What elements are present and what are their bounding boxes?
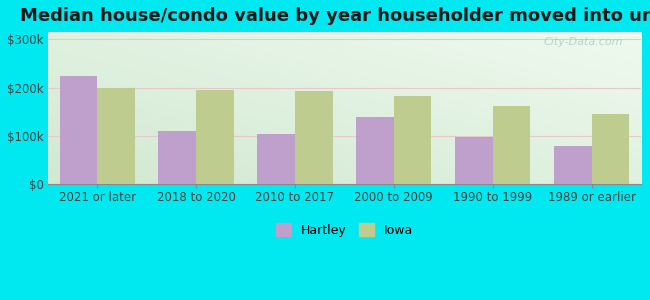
Bar bbox=[257, 134, 295, 184]
Bar bbox=[455, 137, 493, 184]
Bar bbox=[60, 76, 98, 184]
Bar bbox=[592, 114, 629, 184]
Bar bbox=[493, 106, 530, 184]
Bar bbox=[356, 117, 394, 184]
Bar bbox=[159, 131, 196, 184]
Bar bbox=[98, 88, 135, 184]
Bar bbox=[554, 146, 592, 184]
Bar bbox=[295, 91, 333, 184]
Title: Median house/condo value by year householder moved into unit: Median house/condo value by year househo… bbox=[20, 7, 650, 25]
Text: City-Data.com: City-Data.com bbox=[544, 37, 623, 46]
Bar bbox=[394, 96, 432, 184]
Bar bbox=[196, 90, 233, 184]
Legend: Hartley, Iowa: Hartley, Iowa bbox=[270, 218, 418, 242]
